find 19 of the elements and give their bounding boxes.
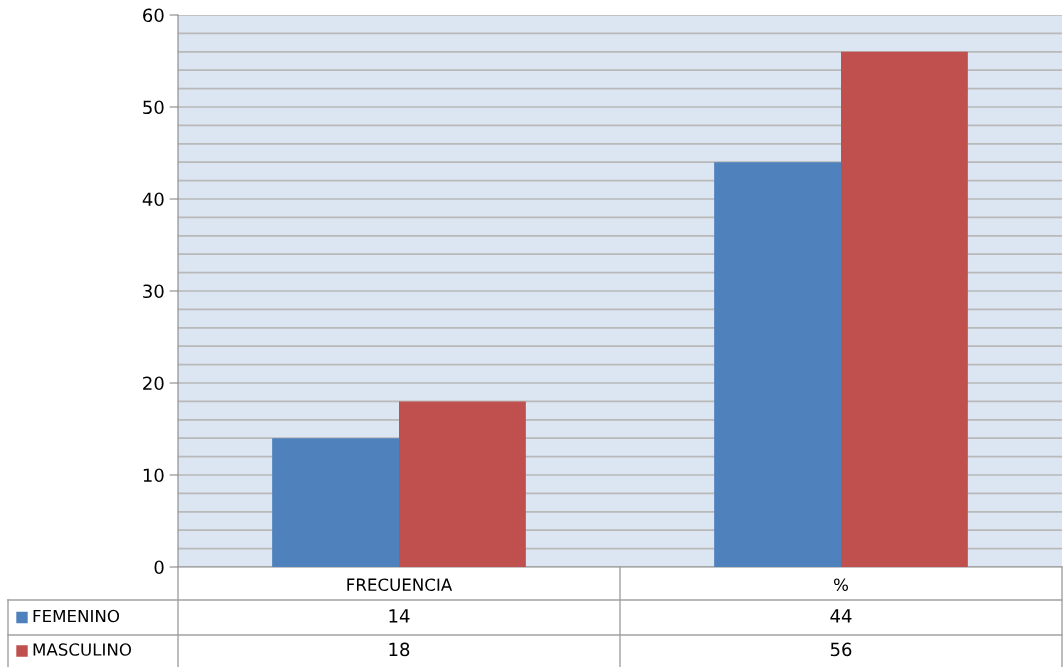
legend-label: FEMENINO xyxy=(33,609,120,623)
data-label: 14 xyxy=(389,609,410,623)
bar xyxy=(714,162,841,567)
x-tick-label: % xyxy=(834,578,848,592)
legend-label: MASCULINO xyxy=(33,643,132,656)
bar xyxy=(399,401,526,567)
y-tick-label: 50 xyxy=(143,100,164,115)
y-tick-label: 20 xyxy=(143,376,164,391)
y-tick-label: 40 xyxy=(142,192,164,207)
data-label: 18 xyxy=(389,642,410,657)
x-tick-label: FRECUENCIA xyxy=(347,578,453,592)
data-label: 56 xyxy=(830,642,852,657)
y-tick-label: 60 xyxy=(143,8,164,23)
y-tick-label: 0 xyxy=(154,560,164,575)
bar xyxy=(841,51,968,567)
y-tick-label: 10 xyxy=(143,468,164,483)
data-label: 44 xyxy=(830,609,852,623)
bar xyxy=(272,438,399,567)
y-tick-label: 30 xyxy=(143,284,164,299)
